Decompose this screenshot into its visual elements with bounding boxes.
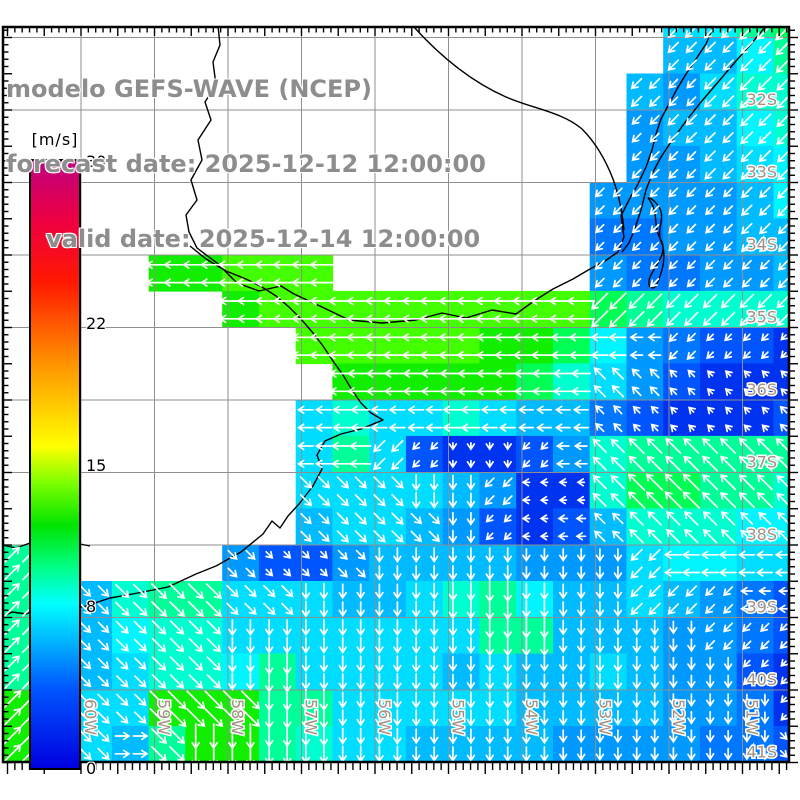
lon-label: 55W xyxy=(449,699,468,735)
lon-label: 54W xyxy=(522,699,541,735)
colorbar-tick-label: 0 xyxy=(86,759,97,778)
lon-label: 51W xyxy=(743,699,762,735)
colorbar-tick-label: 15 xyxy=(86,455,107,475)
lon-label: 52W xyxy=(669,699,688,735)
lat-label: 39S xyxy=(746,598,777,617)
colorbar-tick-label: 30 xyxy=(86,152,107,171)
lat-label: 38S xyxy=(746,525,777,544)
graticule-labels: 32S 33S 34S 35S 36S 37S 38S 39S 40S 41S 60W 59W 58W 5… xyxy=(80,89,779,764)
lon-label: 58W xyxy=(228,699,247,735)
lat-label: 34S xyxy=(746,235,777,254)
lat-label: 37S xyxy=(746,453,777,472)
lon-label: 59W xyxy=(155,699,174,735)
colorbar-gradient xyxy=(29,159,81,770)
colorbar: [m/s] 30 22 15 8 0 xyxy=(29,130,106,778)
lat-label: 32S xyxy=(746,90,777,109)
colorbar-tick-label: 8 xyxy=(86,597,97,617)
lat-label: 40S xyxy=(746,670,777,689)
lon-label: 53W xyxy=(596,699,615,735)
lat-label: 36S xyxy=(746,380,777,399)
colorbar-tick-label: 22 xyxy=(86,313,107,333)
lon-label: 60W xyxy=(81,699,100,735)
map-border xyxy=(1,25,791,764)
lat-label: 41S xyxy=(746,743,777,762)
colorbar-unit-label: [m/s] xyxy=(31,130,79,149)
lon-label: 57W xyxy=(302,699,321,735)
lat-label: 33S xyxy=(746,163,777,182)
wind-speed-cells xyxy=(3,26,789,763)
lon-label: 56W xyxy=(375,699,394,735)
lat-label: 35S xyxy=(746,308,777,327)
